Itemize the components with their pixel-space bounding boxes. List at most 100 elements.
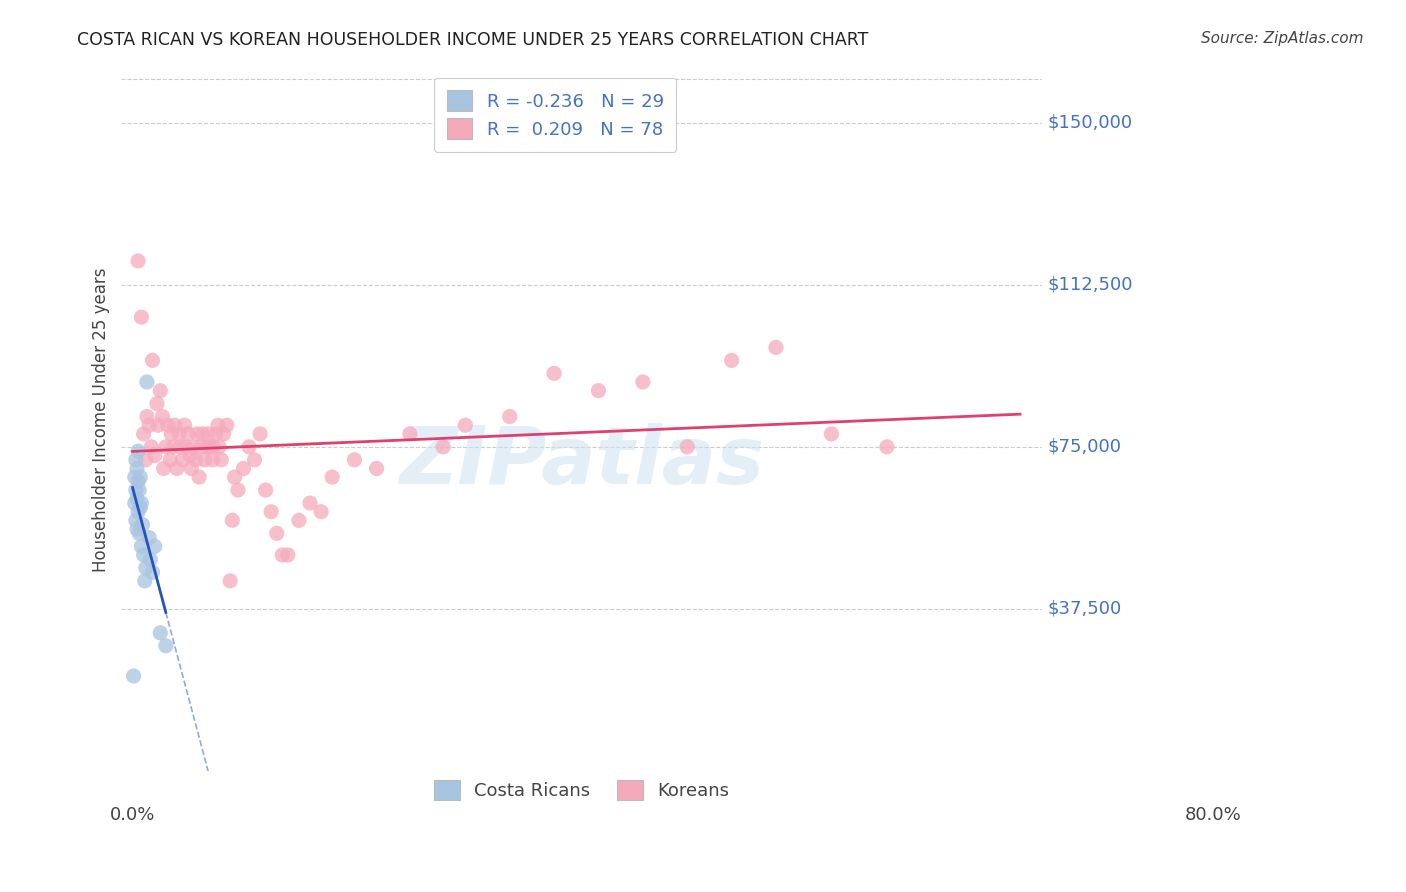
Point (169, 440, 191, 454)
Point (190, 440, 212, 454)
Point (186, 426, 208, 441)
Point (155, 440, 177, 454)
Point (432, 440, 454, 454)
Point (127, 475, 149, 489)
Point (631, 375, 654, 389)
Point (543, 367, 565, 381)
Point (131, 310, 153, 325)
Point (160, 426, 183, 441)
Point (221, 513, 243, 527)
Y-axis label: Householder Income Under 25 years: Householder Income Under 25 years (93, 268, 110, 572)
Point (125, 461, 148, 475)
Point (197, 426, 219, 441)
Point (208, 440, 231, 454)
Point (131, 539, 153, 553)
Point (180, 461, 202, 475)
Point (125, 491, 148, 506)
Point (765, 340, 787, 354)
Point (157, 418, 180, 433)
Point (271, 548, 294, 562)
Point (179, 449, 201, 463)
Point (299, 496, 322, 510)
Point (155, 639, 177, 653)
Point (152, 461, 174, 475)
Point (135, 452, 157, 467)
Point (720, 353, 742, 368)
Point (143, 449, 166, 463)
Point (127, 444, 149, 458)
Point (139, 552, 162, 566)
Point (141, 566, 163, 580)
Text: $112,500: $112,500 (1047, 276, 1133, 293)
Point (146, 418, 169, 433)
Point (226, 483, 249, 497)
Point (143, 539, 166, 553)
Point (122, 669, 145, 683)
Point (174, 440, 197, 454)
Point (177, 426, 200, 441)
Point (209, 452, 232, 467)
Point (127, 254, 149, 268)
Point (128, 526, 150, 541)
Point (136, 409, 159, 424)
Point (125, 513, 148, 527)
Text: $37,500: $37,500 (1047, 600, 1122, 618)
Text: Source: ZipAtlas.com: Source: ZipAtlas.com (1201, 31, 1364, 46)
Point (188, 470, 211, 484)
Point (125, 483, 148, 497)
Text: ZIPatlas: ZIPatlas (399, 423, 765, 501)
Point (266, 526, 288, 541)
Point (288, 513, 311, 527)
Point (173, 418, 195, 433)
Point (131, 517, 153, 532)
Point (243, 452, 266, 467)
Point (676, 440, 699, 454)
Point (399, 426, 422, 441)
Point (198, 440, 221, 454)
Point (219, 574, 242, 588)
Point (141, 440, 163, 454)
Point (134, 574, 156, 588)
Point (277, 548, 299, 562)
Point (166, 461, 188, 475)
Point (132, 426, 155, 441)
Point (138, 531, 160, 545)
Point (454, 418, 477, 433)
Legend: Costa Ricans, Koreans: Costa Ricans, Koreans (423, 769, 740, 812)
Point (215, 418, 238, 433)
Point (212, 426, 235, 441)
Text: 80.0%: 80.0% (1185, 806, 1241, 824)
Point (129, 500, 152, 515)
Point (149, 384, 172, 398)
Point (136, 375, 159, 389)
Point (232, 461, 254, 475)
Point (172, 452, 194, 467)
Point (129, 470, 152, 484)
Point (183, 440, 205, 454)
Point (238, 440, 260, 454)
Text: $75,000: $75,000 (1047, 438, 1122, 456)
Point (366, 461, 388, 475)
Point (162, 440, 184, 454)
Point (141, 353, 163, 368)
Point (820, 426, 842, 441)
Point (146, 396, 169, 410)
Point (876, 440, 898, 454)
Point (132, 548, 155, 562)
Point (309, 505, 332, 519)
Point (163, 418, 186, 433)
Point (588, 384, 610, 398)
Point (135, 561, 157, 575)
Point (159, 452, 181, 467)
Point (184, 452, 207, 467)
Point (191, 426, 214, 441)
Point (195, 440, 218, 454)
Point (152, 409, 174, 424)
Point (224, 470, 246, 484)
Point (167, 426, 190, 441)
Point (124, 470, 146, 484)
Point (125, 522, 148, 536)
Point (128, 483, 150, 497)
Point (343, 452, 366, 467)
Point (201, 452, 224, 467)
